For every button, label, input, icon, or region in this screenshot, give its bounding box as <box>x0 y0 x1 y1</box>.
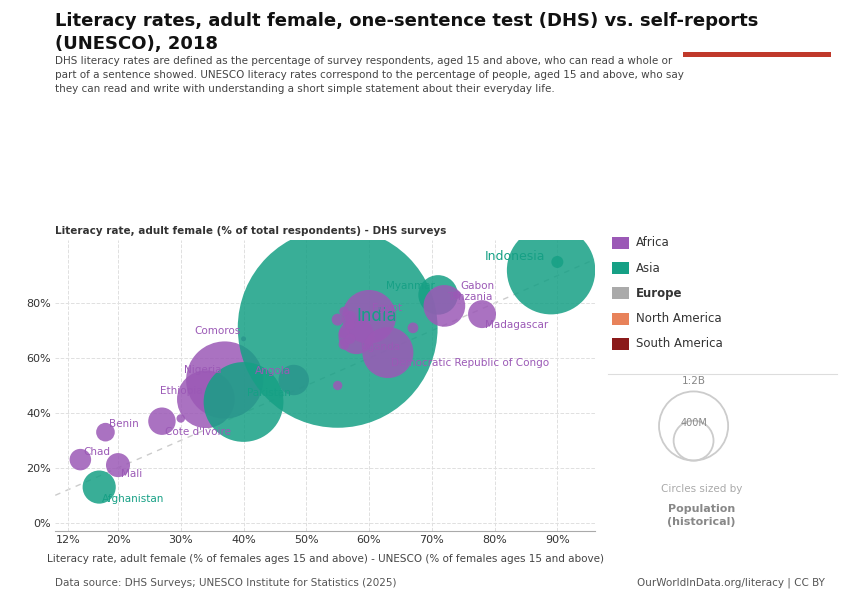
Text: Myanmar: Myanmar <box>386 281 435 291</box>
Text: Gabon: Gabon <box>460 281 494 291</box>
Text: Africa: Africa <box>636 236 670 250</box>
Text: DHS literacy rates are defined as the percentage of survey respondents, aged 15 : DHS literacy rates are defined as the pe… <box>55 56 684 94</box>
Text: Uganda: Uganda <box>360 341 400 352</box>
Point <box>218 375 231 385</box>
Point <box>544 265 558 275</box>
Point <box>74 455 88 464</box>
Text: Our World
in Data: Our World in Data <box>723 14 791 43</box>
Point <box>349 331 363 341</box>
Text: India: India <box>356 307 397 325</box>
X-axis label: Literacy rate, adult female (% of females ages 15 and above) - UNESCO (% of fema: Literacy rate, adult female (% of female… <box>47 553 603 563</box>
Text: OurWorldInData.org/literacy | CC BY: OurWorldInData.org/literacy | CC BY <box>637 577 824 588</box>
Text: Pakistan: Pakistan <box>246 388 291 398</box>
Text: Chad: Chad <box>83 447 110 457</box>
Text: Literacy rates, adult female, one-sentence test (DHS) vs. self-reports: Literacy rates, adult female, one-senten… <box>55 12 758 30</box>
Point <box>156 416 169 426</box>
Point <box>331 323 344 332</box>
Text: Literacy rate, adult female (% of total respondents) - DHS surveys: Literacy rate, adult female (% of total … <box>55 226 446 236</box>
Point <box>237 397 251 407</box>
Text: Democratic Republic of Congo: Democratic Republic of Congo <box>391 358 549 368</box>
Text: South America: South America <box>636 337 722 350</box>
Point <box>343 320 357 330</box>
Text: Cote d'Ivoire: Cote d'Ivoire <box>165 427 231 437</box>
Text: Ethiopia: Ethiopia <box>160 386 203 397</box>
Text: Tanzania: Tanzania <box>447 292 493 302</box>
Point <box>174 413 188 423</box>
Point <box>337 307 351 316</box>
Text: 400M: 400M <box>680 418 707 428</box>
Text: Comoros: Comoros <box>194 326 241 336</box>
Point <box>438 301 451 311</box>
Text: Europe: Europe <box>636 287 683 300</box>
Point <box>475 310 489 319</box>
Text: Population
(historical): Population (historical) <box>667 504 735 527</box>
Text: Angola: Angola <box>254 366 291 376</box>
Point <box>199 394 212 404</box>
Text: Madagascar: Madagascar <box>485 320 548 329</box>
Point <box>99 427 112 437</box>
Text: Data source: DHS Surveys; UNESCO Institute for Statistics (2025): Data source: DHS Surveys; UNESCO Institu… <box>55 578 397 588</box>
Text: (UNESCO), 2018: (UNESCO), 2018 <box>55 35 218 53</box>
Text: Egypt: Egypt <box>372 303 402 313</box>
Text: Mali: Mali <box>122 469 143 479</box>
Point <box>331 381 344 391</box>
Text: Afghanistan: Afghanistan <box>102 494 165 504</box>
Point <box>431 290 445 300</box>
Point <box>93 482 106 492</box>
Point <box>111 460 125 470</box>
Point <box>381 348 394 358</box>
Text: Asia: Asia <box>636 262 660 275</box>
Point <box>450 290 464 300</box>
Text: Benin: Benin <box>109 419 139 430</box>
Point <box>343 334 357 344</box>
Text: North America: North America <box>636 312 722 325</box>
Point <box>337 329 351 338</box>
Text: Circles sized by: Circles sized by <box>660 484 742 494</box>
Point <box>287 375 301 385</box>
Text: 1:2B: 1:2B <box>682 376 706 386</box>
Point <box>551 257 564 267</box>
Point <box>362 312 376 322</box>
Point <box>337 340 351 349</box>
Point <box>343 312 357 322</box>
Point <box>237 334 251 344</box>
Bar <box>683 52 831 57</box>
Point <box>406 323 420 332</box>
Point <box>331 315 344 325</box>
Text: Indonesia: Indonesia <box>484 250 545 263</box>
Text: Nigeria: Nigeria <box>184 365 222 374</box>
